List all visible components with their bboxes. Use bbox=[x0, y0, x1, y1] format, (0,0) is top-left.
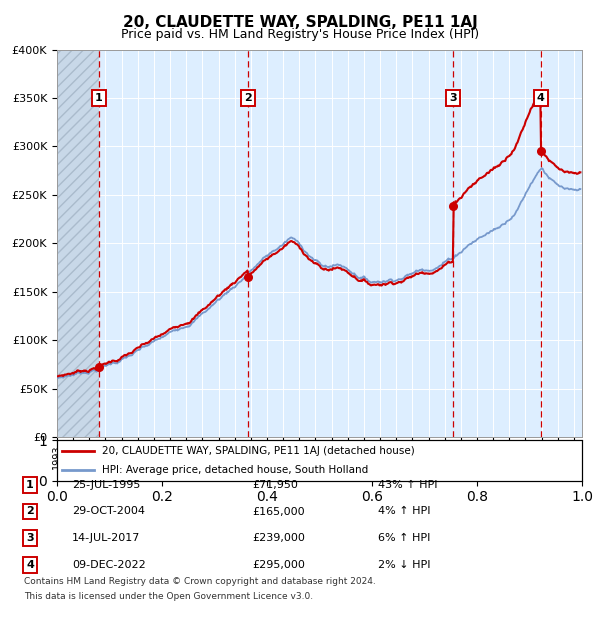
Text: 4: 4 bbox=[26, 560, 34, 570]
Text: This data is licensed under the Open Government Licence v3.0.: This data is licensed under the Open Gov… bbox=[24, 592, 313, 601]
Text: 43% ↑ HPI: 43% ↑ HPI bbox=[378, 480, 437, 490]
Text: Contains HM Land Registry data © Crown copyright and database right 2024.: Contains HM Land Registry data © Crown c… bbox=[24, 577, 376, 586]
Text: 1: 1 bbox=[26, 480, 34, 490]
Text: £295,000: £295,000 bbox=[252, 560, 305, 570]
Text: 3: 3 bbox=[449, 93, 457, 103]
Text: 4% ↑ HPI: 4% ↑ HPI bbox=[378, 507, 431, 516]
Bar bbox=[57, 50, 98, 437]
Text: HPI: Average price, detached house, South Holland: HPI: Average price, detached house, Sout… bbox=[101, 466, 368, 476]
Text: 25-JUL-1995: 25-JUL-1995 bbox=[72, 480, 140, 490]
Text: 3: 3 bbox=[26, 533, 34, 543]
Text: £239,000: £239,000 bbox=[252, 533, 305, 543]
Text: 2% ↓ HPI: 2% ↓ HPI bbox=[378, 560, 431, 570]
Text: 2: 2 bbox=[26, 507, 34, 516]
Text: £71,950: £71,950 bbox=[252, 480, 298, 490]
Text: 20, CLAUDETTE WAY, SPALDING, PE11 1AJ: 20, CLAUDETTE WAY, SPALDING, PE11 1AJ bbox=[122, 16, 478, 30]
Text: 29-OCT-2004: 29-OCT-2004 bbox=[72, 507, 145, 516]
Text: 20, CLAUDETTE WAY, SPALDING, PE11 1AJ (detached house): 20, CLAUDETTE WAY, SPALDING, PE11 1AJ (d… bbox=[101, 446, 415, 456]
Text: £165,000: £165,000 bbox=[252, 507, 305, 516]
Text: 14-JUL-2017: 14-JUL-2017 bbox=[72, 533, 140, 543]
Text: 2: 2 bbox=[244, 93, 252, 103]
Text: Price paid vs. HM Land Registry's House Price Index (HPI): Price paid vs. HM Land Registry's House … bbox=[121, 28, 479, 41]
Text: 6% ↑ HPI: 6% ↑ HPI bbox=[378, 533, 430, 543]
Text: 4: 4 bbox=[537, 93, 545, 103]
Text: 1: 1 bbox=[95, 93, 103, 103]
Text: 09-DEC-2022: 09-DEC-2022 bbox=[72, 560, 146, 570]
